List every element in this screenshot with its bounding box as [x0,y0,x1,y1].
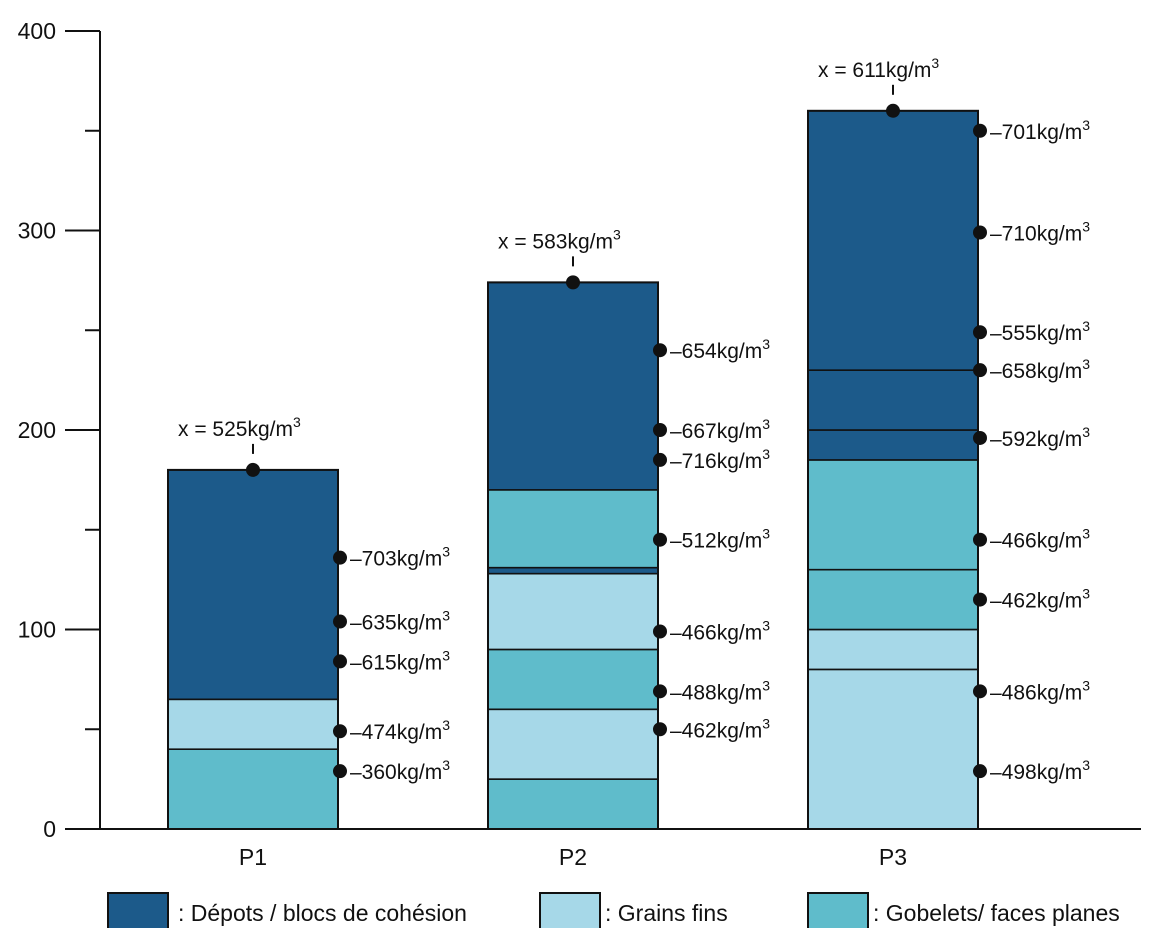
category-label: P3 [879,844,907,870]
mean-point [246,462,260,477]
legend-label: : Dépots / blocs de cohésion [178,900,467,926]
annotations: P1 x = 525kg/m3 –703kg/m3 –635kg/m3 –615kg/m… [178,55,1090,870]
bar-segment [807,429,979,461]
density-point [973,592,987,607]
density-point [973,764,987,779]
bar-segment [807,110,979,371]
density-label: –716kg/m3 [670,446,770,473]
bar-segment [807,628,979,671]
bars [167,109,979,831]
legend: : Dépots / blocs de cohésion : Grains fin… [107,892,1120,928]
bar-P1 [167,468,339,830]
legend-item: : Grains fins [539,892,728,928]
density-point [333,764,347,779]
category-label: P1 [239,844,267,870]
density-label: –710kg/m3 [990,218,1090,245]
density-label: –462kg/m3 [670,715,770,742]
density-point [973,363,987,378]
y-tick-label: 400 [18,18,56,44]
legend-item: : Dépots / blocs de cohésion [107,892,467,928]
density-point [653,452,667,467]
density-point [333,654,347,669]
bar-P2 [487,281,659,830]
legend-item: : Gobelets/ faces planes [807,892,1120,928]
density-point [653,532,667,547]
mean-label: x = 583kg/m3 [498,226,621,253]
density-point [973,684,987,699]
bar-segment [167,698,339,751]
density-point [973,225,987,240]
y-tick-label: 100 [18,617,56,643]
density-label: –360kg/m3 [350,757,450,784]
density-label: –654kg/m3 [670,336,770,363]
bar-segment [807,369,979,431]
density-label: –658kg/m3 [990,356,1090,383]
legend-swatch [807,892,869,928]
density-point [973,532,987,547]
density-label: –466kg/m3 [990,526,1090,553]
density-point [973,430,987,445]
bar-segment [487,708,659,780]
density-point [333,614,347,629]
density-label: –635kg/m3 [350,608,450,635]
y-tick-label: 300 [18,218,56,244]
density-label: –462kg/m3 [990,586,1090,613]
density-point [973,123,987,138]
bar-segment [807,668,979,830]
bar-segment [487,648,659,711]
density-label: –703kg/m3 [350,544,450,571]
density-label: –701kg/m3 [990,117,1090,144]
bar-segment [487,489,659,569]
bar-segment [487,778,659,830]
density-point [653,722,667,737]
category-label: P2 [559,844,587,870]
density-point [653,624,667,639]
density-label: –592kg/m3 [990,424,1090,451]
bar-segment [487,572,659,651]
mean-label: x = 611kg/m3 [818,55,939,82]
bar-segment [487,281,659,491]
bar-segment [487,566,659,575]
density-label: –498kg/m3 [990,757,1090,784]
legend-label: : Gobelets/ faces planes [873,900,1120,926]
legend-label: : Grains fins [605,900,728,926]
density-label: –474kg/m3 [350,717,450,744]
bar-segment [167,469,339,701]
density-label: –667kg/m3 [670,416,770,443]
bar-segment [807,459,979,571]
density-point [653,343,667,358]
density-label: –512kg/m3 [670,526,770,553]
mean-point [886,103,900,118]
density-point [333,550,347,565]
bar-P3 [807,109,979,831]
bar-segment [167,748,339,830]
density-point [333,724,347,739]
bar-segment [807,568,979,631]
density-label: –486kg/m3 [990,677,1090,704]
legend-swatch [107,892,169,928]
density-label: –488kg/m3 [670,677,770,704]
mean-point [566,275,580,290]
density-label: –615kg/m3 [350,647,450,674]
density-point [973,325,987,340]
y-tick-label: 0 [43,816,56,842]
legend-swatch [539,892,601,928]
y-tick-label: 200 [18,417,56,443]
density-label: –466kg/m3 [670,617,770,644]
mean-label: x = 525kg/m3 [178,414,301,441]
density-point [653,423,667,437]
density-label: –555kg/m3 [990,318,1090,345]
density-point [653,684,667,699]
